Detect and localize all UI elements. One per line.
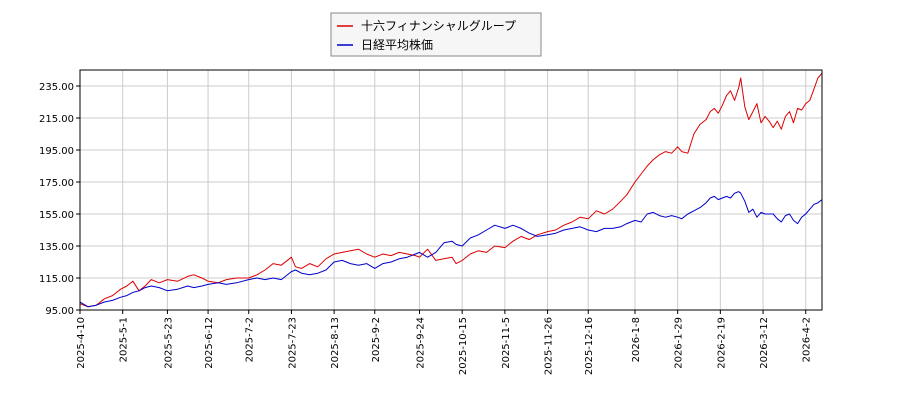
legend-label-1: 日経平均株価	[361, 37, 433, 52]
x-tick-label: 2025-8-13	[330, 317, 341, 369]
x-axis: 2025-4-10 2025-5-1 2025-5-23 2025-6-12 2025-…	[76, 310, 813, 375]
x-tick-label: 2025-4-10	[76, 317, 87, 369]
x-tick-label: 2026-1-29	[674, 317, 685, 369]
series-line-1	[79, 191, 823, 308]
y-axis: 95.00 115.00 135.00 155.00 175.00 195.00 215.0…	[39, 82, 80, 317]
x-tick-label: 2025-11-26	[544, 317, 555, 375]
x-tick-label: 2025-5-1	[119, 317, 130, 362]
x-tick-label: 2025-5-23	[163, 317, 174, 369]
x-tick-label: 2026-1-8	[631, 317, 642, 362]
x-tick-label: 2025-12-16	[584, 317, 595, 375]
y-tick-label: 135.00	[39, 242, 74, 253]
legend-label-0: 十六フィナンシャルグループ	[361, 19, 516, 33]
x-tick-label: 2025-6-12	[204, 317, 215, 369]
x-tick-label: 2026-4-2	[802, 317, 813, 362]
x-tick-label: 2025-7-23	[287, 317, 298, 369]
plot-area	[80, 70, 822, 310]
legend: 十六フィナンシャルグループ 日経平均株価	[330, 12, 542, 57]
y-tick-label: 195.00	[39, 146, 74, 157]
y-tick-label: 95.00	[45, 306, 74, 317]
x-tick-label: 2025-7-2	[245, 317, 256, 362]
series-layer	[79, 72, 823, 308]
x-tick-label: 2025-10-15	[458, 317, 469, 375]
legend-box	[330, 12, 542, 57]
y-tick-label: 115.00	[39, 274, 74, 285]
y-tick-label: 235.00	[39, 82, 74, 93]
x-tick-label: 2025-11-5	[501, 317, 512, 369]
grid-lines	[79, 70, 822, 311]
y-tick-label: 175.00	[39, 178, 74, 189]
series-line-0	[79, 72, 823, 308]
x-tick-label: 2025-9-24	[415, 317, 426, 369]
x-tick-label: 2025-9-2	[371, 317, 382, 362]
y-tick-label: 215.00	[39, 114, 74, 125]
x-tick-label: 2026-3-12	[759, 317, 770, 369]
plot-frame	[79, 69, 823, 311]
y-tick-label: 155.00	[39, 210, 74, 221]
x-tick-label: 2026-2-19	[716, 317, 727, 369]
